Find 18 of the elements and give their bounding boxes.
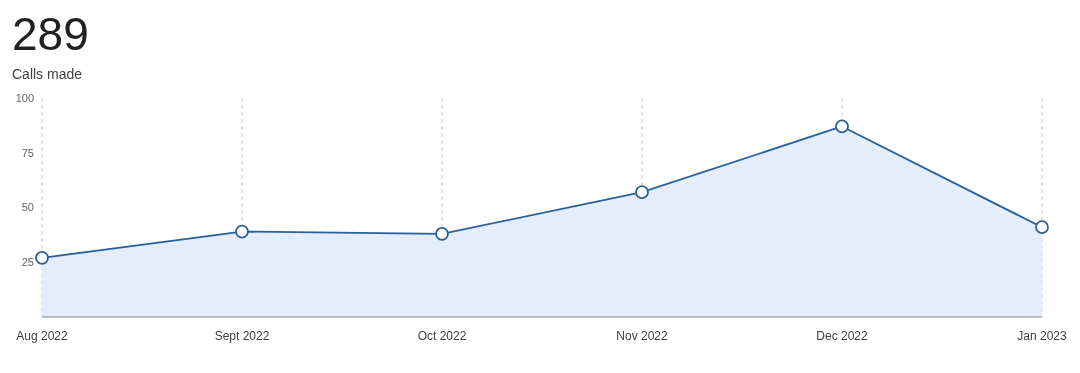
x-tick-label: Aug 2022 (16, 328, 69, 343)
point (435, 226, 449, 241)
y-tick-label: 25 (21, 256, 34, 269)
x-tick-label: Oct 2022 (417, 328, 467, 343)
y-tick-label: 50 (21, 201, 34, 214)
x-tick-label: Nov 2022 (616, 328, 669, 343)
x-tick-label: Sept 2022 (214, 328, 270, 343)
point (35, 250, 49, 265)
y-tick-label: 100 (15, 91, 34, 104)
x-tick-label: Jan 2023 (1017, 328, 1068, 343)
point (1035, 220, 1049, 235)
y-tick-label: 75 (21, 146, 34, 159)
point (835, 119, 849, 134)
x-tick-label: Dec 2022 (816, 328, 869, 343)
chart-subtitle: Calls made (12, 66, 84, 82)
point (235, 224, 249, 239)
chart-title: 289 (12, 8, 90, 60)
point (635, 185, 649, 200)
